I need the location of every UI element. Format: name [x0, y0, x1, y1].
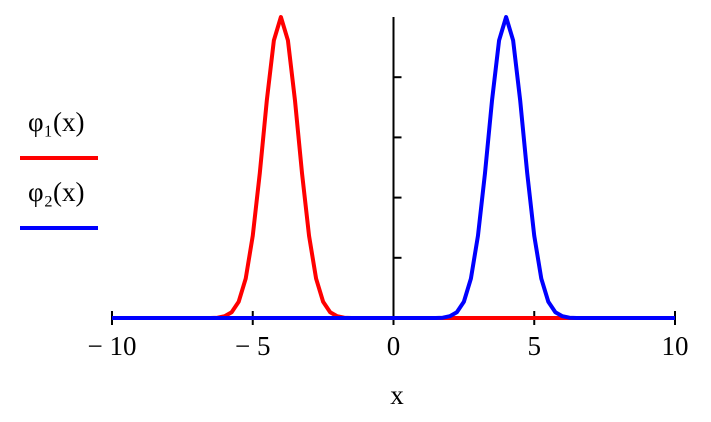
x-tick-label: 5 [528, 331, 542, 361]
x-tick-label: − 5 [235, 331, 270, 361]
series-line [112, 15, 675, 320]
legend-label: φ₁(x) [28, 107, 84, 137]
x-tick-label: 0 [387, 331, 401, 361]
legend-label: φ₂(x) [28, 177, 84, 207]
x-tick-label: 10 [662, 331, 689, 361]
x-axis-label: x [390, 380, 404, 410]
x-tick-label: − 10 [88, 331, 137, 361]
